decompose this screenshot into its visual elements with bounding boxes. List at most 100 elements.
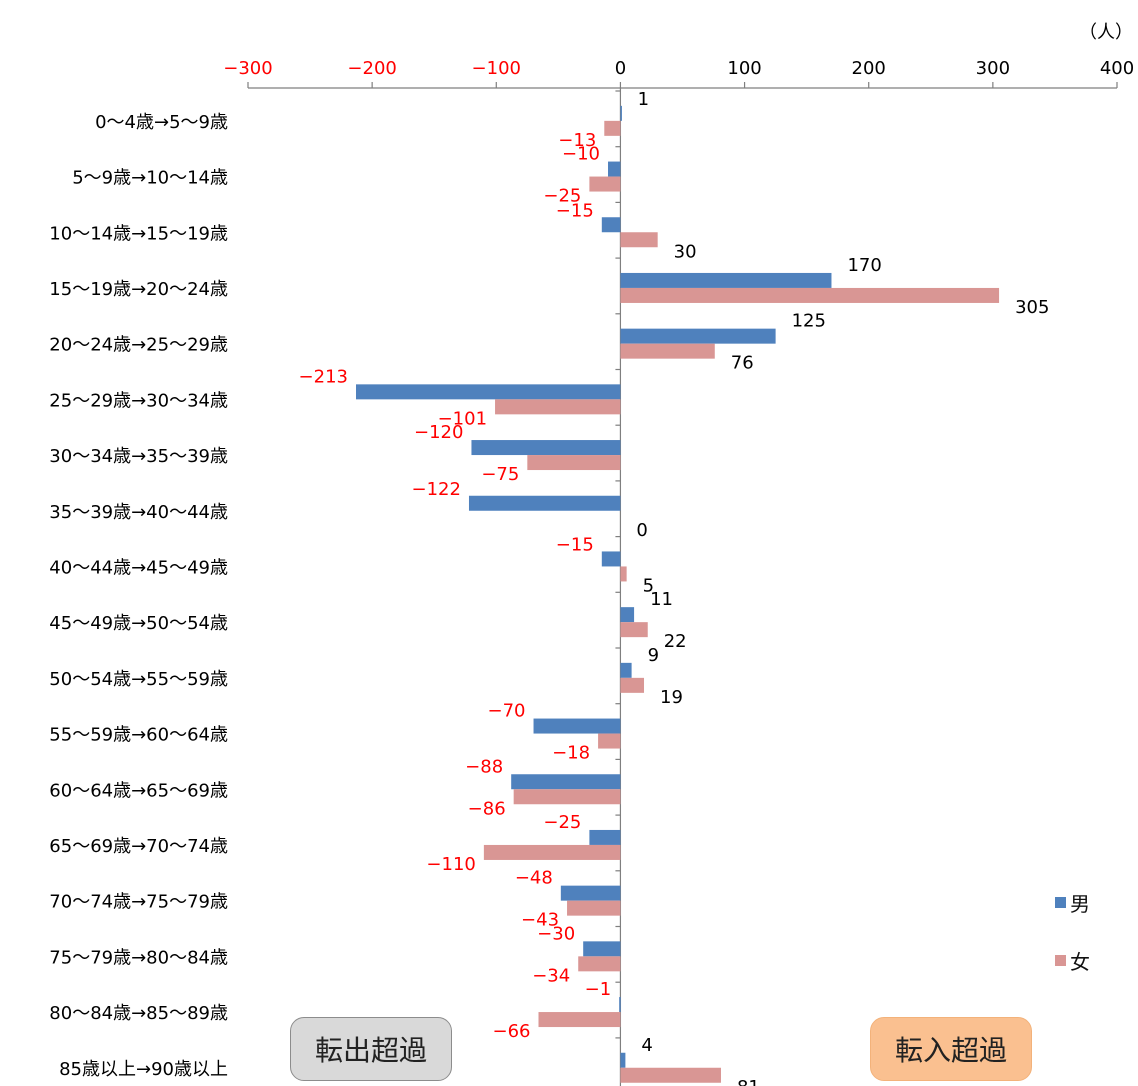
category-label: 55〜59歳→60〜64歳 [49, 725, 228, 746]
bar-female [483, 844, 621, 860]
data-label-female: −101 [438, 408, 487, 429]
x-tick-label: −100 [472, 58, 521, 79]
data-label-female: 5 [643, 575, 654, 596]
bar-female [620, 677, 645, 693]
bar-male [608, 161, 621, 177]
data-label-female: −86 [468, 798, 506, 819]
bar-female [527, 455, 621, 471]
bar-male [583, 941, 621, 957]
data-label-female: 0 [636, 520, 647, 541]
x-tick-label: 200 [852, 58, 886, 79]
category-label: 80〜84歳→85〜89歳 [49, 1003, 228, 1024]
bar-female [620, 287, 1000, 303]
bar-male [560, 885, 621, 901]
bar-female [598, 733, 621, 749]
category-label: 65〜69歳→70〜74歳 [49, 836, 228, 857]
data-label-male: −25 [543, 812, 581, 833]
category-label: 5〜9歳→10〜14歳 [72, 168, 228, 189]
category-label: 30〜34歳→35〜39歳 [49, 446, 228, 467]
category-label: 25〜29歳→30〜34歳 [49, 390, 228, 411]
bar-female [604, 120, 621, 136]
bar-female [513, 789, 621, 805]
data-label-male: −30 [537, 923, 575, 944]
bar-male [511, 774, 621, 790]
data-label-female: −25 [543, 186, 581, 207]
category-label: 20〜24歳→25〜29歳 [49, 335, 228, 356]
net-inflow-badge: 転入超過 [870, 1017, 1032, 1081]
bar-male [471, 440, 621, 456]
data-label-male: 9 [648, 645, 659, 666]
bar-male [601, 551, 621, 567]
category-label: 35〜39歳→40〜44歳 [49, 502, 228, 523]
bar-male [468, 495, 621, 511]
x-tick-label: −200 [347, 58, 396, 79]
data-label-female: −66 [492, 1021, 530, 1042]
data-label-female: 76 [731, 353, 754, 374]
category-label: 70〜74歳→75〜79歳 [49, 892, 228, 913]
data-label-male: 1 [638, 89, 649, 110]
data-label-female: −75 [481, 464, 519, 485]
bar-male [620, 105, 622, 121]
x-tick-label: 100 [727, 58, 761, 79]
data-label-male: 170 [847, 255, 881, 276]
net-outflow-badge: 転出超過 [290, 1017, 452, 1081]
data-label-female: 30 [674, 241, 697, 262]
category-label: 45〜49歳→50〜54歳 [49, 613, 228, 634]
category-label: 0〜4歳→5〜9歳 [95, 112, 228, 133]
data-label-male: −122 [412, 479, 461, 500]
bar-female [538, 1012, 621, 1028]
data-label-male: 4 [641, 1035, 652, 1056]
data-label-female: 19 [660, 687, 683, 708]
category-label: 60〜64歳→65〜69歳 [49, 780, 228, 801]
x-tick-label: 400 [1100, 58, 1134, 79]
data-label-female: −34 [532, 965, 570, 986]
data-label-male: −213 [299, 366, 348, 387]
x-tick-label: 0 [615, 58, 626, 79]
data-label-female: 305 [1015, 297, 1049, 318]
data-label-male: −70 [488, 701, 526, 722]
data-label-female: −13 [558, 130, 596, 151]
bar-female [495, 399, 621, 415]
data-label-male: −48 [515, 868, 553, 889]
bar-male [620, 1052, 626, 1068]
bar-male [589, 829, 621, 845]
data-label-female: 22 [664, 631, 687, 652]
x-tick-label: −300 [223, 58, 272, 79]
legend-male-label: 男 [1070, 892, 1090, 916]
data-label-female: −43 [521, 910, 559, 931]
legend-female: 女 [1055, 946, 1090, 975]
bar-male [619, 997, 621, 1013]
x-tick-label: 300 [976, 58, 1010, 79]
bar-male [620, 272, 832, 288]
unit-label: （人） [1079, 22, 1133, 43]
data-label-female: −110 [426, 854, 475, 875]
bar-male [356, 384, 621, 400]
bar-female [620, 232, 658, 248]
data-label-male: −15 [556, 200, 594, 221]
legend-male: 男 [1055, 888, 1090, 917]
category-label: 10〜14歳→15〜19歳 [49, 223, 228, 244]
category-label: 85歳以上→90歳以上 [59, 1059, 228, 1080]
data-label-male: −10 [562, 144, 600, 165]
bar-female [620, 343, 715, 359]
bar-female [620, 1067, 721, 1083]
data-label-male: 11 [650, 589, 673, 610]
bar-female [589, 176, 621, 192]
bar-male [620, 662, 632, 678]
bar-male [620, 328, 776, 344]
data-label-male: −1 [585, 979, 612, 1000]
data-label-male: −88 [465, 756, 503, 777]
bar-female [620, 622, 648, 638]
legend-female-label: 女 [1070, 950, 1090, 974]
bar-male [601, 217, 621, 233]
bar-male [533, 718, 621, 734]
data-label-female: −18 [552, 743, 590, 764]
category-label: 50〜54歳→55〜59歳 [49, 669, 228, 690]
bar-female [620, 566, 627, 582]
category-label: 15〜19歳→20〜24歳 [49, 279, 228, 300]
category-label: 75〜79歳→80〜84歳 [49, 947, 228, 968]
bar-male [620, 607, 635, 623]
bar-female [578, 956, 621, 972]
legend-female-swatch [1055, 955, 1066, 966]
